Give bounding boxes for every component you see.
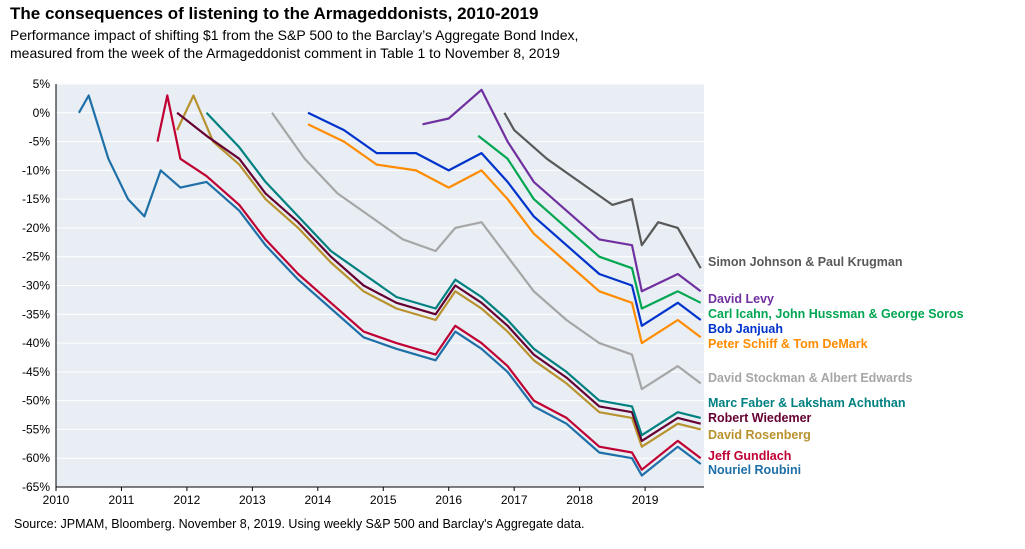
x-tick-label: 2010 xyxy=(43,493,70,507)
subtitle-line-1: Performance impact of shifting $1 from t… xyxy=(10,27,579,43)
series-label: Peter Schiff & Tom DeMark xyxy=(708,337,868,351)
y-tick-label: -25% xyxy=(22,250,50,264)
x-tick-label: 2018 xyxy=(566,493,593,507)
series-line xyxy=(477,134,702,310)
series-line xyxy=(156,94,702,471)
series-line xyxy=(176,94,701,448)
series-line xyxy=(307,123,702,345)
series-lines xyxy=(77,88,702,477)
y-tick-label: -45% xyxy=(22,365,50,379)
y-tick-label: -40% xyxy=(22,336,50,350)
series-label: Nouriel Roubini xyxy=(708,463,801,477)
y-tick-label: 5% xyxy=(33,77,51,91)
series-label: Robert Wiedemer xyxy=(708,411,812,425)
y-tick-label: -50% xyxy=(22,394,50,408)
x-tick-label: 2011 xyxy=(109,493,135,507)
series-line xyxy=(503,112,702,269)
series-line xyxy=(307,111,702,327)
x-axis: 2010 2011 2012 2013 2014 2015 2016 2017 2018 2019 xyxy=(43,486,704,507)
x-tick-label: 2012 xyxy=(174,493,201,507)
x-tick-label: 2016 xyxy=(435,493,462,507)
series-label: Carl Icahn, John Hussman & George Soros xyxy=(708,307,964,321)
y-tick-label: -5% xyxy=(29,135,51,149)
series-line xyxy=(205,112,701,437)
series-label: David Stockman & Albert Edwards xyxy=(708,371,912,385)
y-tick-label: -20% xyxy=(22,221,50,235)
y-axis: 5% 0% -5% -10% -15% -20% -25% -30% -35% -40% -45% -… xyxy=(22,77,57,494)
x-tick-label: 2019 xyxy=(632,493,659,507)
y-tick-label: -35% xyxy=(22,307,50,321)
series-line xyxy=(77,94,702,477)
x-tick-label: 2015 xyxy=(370,493,397,507)
y-tick-label: -30% xyxy=(22,279,50,293)
series-line xyxy=(271,112,702,391)
series-label: Marc Faber & Laksham Achuthan xyxy=(708,396,906,410)
y-tick-label: -15% xyxy=(22,192,50,206)
y-tick-label: -60% xyxy=(22,451,50,465)
source-note: Source: JPMAM, Bloomberg. November 8, 20… xyxy=(14,517,585,531)
series-line xyxy=(176,111,701,442)
chart-subtitle: Performance impact of shifting $1 from t… xyxy=(10,26,770,62)
y-tick-label: -65% xyxy=(22,480,50,494)
series-label: Simon Johnson & Paul Krugman xyxy=(708,255,902,269)
chart-title: The consequences of listening to the Arm… xyxy=(10,4,539,23)
series-label: David Levy xyxy=(708,292,774,306)
series-label: David Rosenberg xyxy=(708,428,811,442)
series-line xyxy=(422,88,702,293)
x-tick-label: 2013 xyxy=(239,493,266,507)
y-tick-label: -10% xyxy=(22,163,50,177)
y-tick-label: 0% xyxy=(33,106,51,120)
series-label: Jeff Gundlach xyxy=(708,449,791,463)
series-label: Bob Janjuah xyxy=(708,322,783,336)
x-tick-label: 2014 xyxy=(304,493,331,507)
series-labels: Simon Johnson & Paul Krugman David LevyCa… xyxy=(708,255,964,477)
subtitle-line-2: measured from the week of the Armageddon… xyxy=(10,45,560,61)
y-tick-label: -55% xyxy=(22,422,50,436)
x-tick-label: 2017 xyxy=(501,493,528,507)
